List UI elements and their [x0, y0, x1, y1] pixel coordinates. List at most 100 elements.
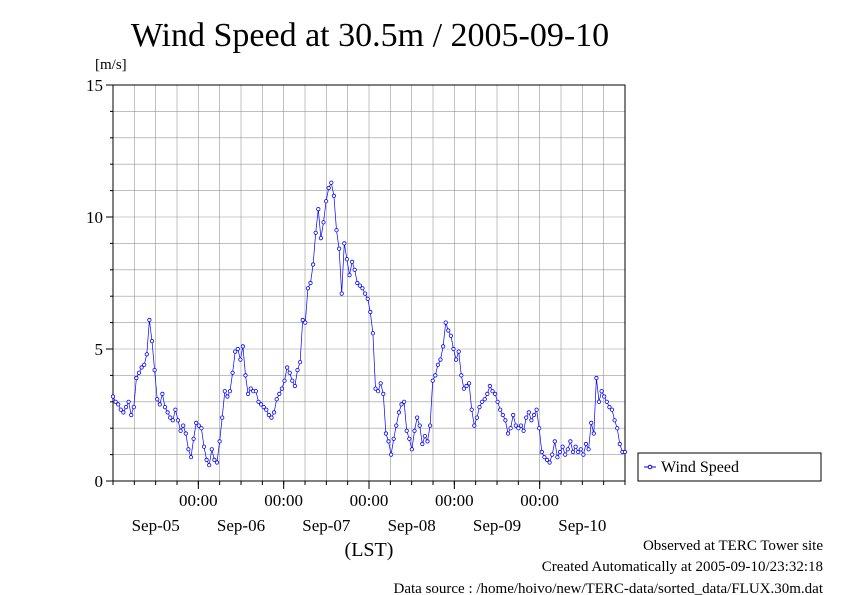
wind-speed-point: [183, 431, 188, 436]
wind-speed-point: [464, 383, 469, 389]
wind-speed-point: [134, 375, 139, 381]
wind-speed-point: [404, 428, 409, 433]
x-time-label: 00:00: [264, 491, 303, 510]
wind-speed-point: [469, 407, 474, 412]
wind-speed-point: [586, 447, 591, 452]
wind-speed-point: [555, 455, 560, 460]
wind-speed-point: [474, 415, 479, 420]
wind-speed-point: [550, 452, 555, 457]
x-time-label: 00:00: [520, 491, 559, 510]
wind-speed-point: [313, 230, 318, 235]
wind-speed-point: [440, 344, 446, 349]
wind-speed-point: [560, 444, 565, 449]
wind-speed-point: [220, 415, 225, 420]
wind-speed-point: [295, 367, 300, 373]
wind-speed-point: [612, 418, 617, 423]
wind-speed-point: [526, 410, 531, 415]
wind-speed-point: [547, 460, 552, 465]
wind-speed-point: [565, 447, 570, 452]
wind-speed-point: [490, 389, 495, 394]
wind-speed-point: [173, 407, 178, 412]
wind-speed-point: [152, 367, 157, 373]
wind-speed-point: [284, 365, 290, 370]
wind-speed-point: [308, 280, 313, 286]
y-tick-label: 0: [95, 472, 104, 491]
wind-speed-point: [310, 262, 316, 267]
wind-speed-point: [399, 402, 404, 407]
wind-speed-point: [204, 457, 209, 462]
wind-speed-point: [537, 426, 542, 431]
wind-speed-point: [466, 381, 472, 386]
wind-speed-point: [513, 423, 518, 428]
x-time-label: 00:00: [350, 491, 389, 510]
wind-speed-point: [485, 391, 490, 396]
wind-speed-point: [591, 431, 596, 436]
axis-ticks: 0 5 10 15 00:00 00:00 00:00 00:00 00:00 Sep-05 Sep…: [86, 76, 626, 535]
wind-speed-point: [116, 402, 121, 407]
wind-speed-point: [258, 402, 264, 407]
wind-speed-point: [373, 386, 378, 391]
wind-speed-point: [323, 199, 329, 204]
wind-speed-point: [336, 246, 342, 251]
wind-speed-point: [256, 399, 261, 404]
wind-speed-point: [453, 357, 459, 362]
wind-speed-point: [461, 386, 466, 391]
wind-speed-point: [495, 399, 500, 404]
wind-speed-point: [136, 370, 142, 375]
wind-speed-point: [505, 431, 511, 436]
wind-speed-point: [602, 394, 607, 399]
wind-speed-point: [594, 375, 599, 381]
wind-speed-point: [287, 370, 292, 375]
wind-speed-point: [235, 346, 240, 352]
wind-speed-point: [599, 389, 604, 394]
wind-speed-point: [516, 426, 521, 431]
wind-speed-point: [383, 431, 388, 436]
wind-speed-point: [521, 428, 526, 433]
wind-speed-point: [368, 309, 373, 315]
wind-speed-point: [188, 455, 194, 460]
wind-speed-point: [477, 404, 482, 410]
wind-speed-point: [609, 407, 615, 412]
legend: Wind Speed: [637, 452, 822, 482]
wind-speed-point: [318, 236, 323, 241]
wind-speed-point: [581, 452, 586, 457]
wind-speed-point: [365, 296, 370, 301]
grid: [113, 85, 625, 481]
wind-speed-point: [168, 415, 173, 420]
wind-speed-point: [233, 349, 238, 354]
wind-speed-point: [342, 241, 347, 246]
wind-speed-point: [451, 346, 456, 352]
wind-speed-point: [269, 415, 274, 420]
wind-speed-point: [214, 460, 220, 465]
wind-speed-point: [170, 418, 175, 423]
wind-speed-point: [386, 439, 391, 444]
wind-speed-point: [388, 452, 394, 457]
wind-speed-point: [261, 404, 266, 410]
wind-speed-point: [448, 333, 453, 338]
wind-speed-point: [344, 257, 349, 262]
wind-speed-point: [422, 433, 427, 439]
wind-speed-point: [529, 418, 534, 423]
wind-speed-point: [401, 399, 407, 404]
wind-speed-point: [539, 449, 544, 455]
y-tick-label: 5: [95, 340, 104, 359]
wind-speed-point: [290, 378, 295, 383]
chart-title: Wind Speed at 30.5m / 2005-09-10: [131, 17, 609, 54]
wind-speed-point: [352, 267, 357, 272]
wind-speed-point: [292, 383, 297, 389]
wind-speed-point: [589, 420, 594, 425]
wind-speed-point: [492, 391, 498, 396]
wind-speed-point: [243, 373, 248, 378]
wind-speed-point: [123, 404, 129, 410]
wind-speed-point: [435, 362, 440, 367]
wind-speed-point: [570, 449, 576, 455]
wind-speed-point: [583, 441, 589, 447]
wind-speed-point: [542, 455, 547, 460]
wind-speed-point: [508, 426, 513, 431]
wind-speed-point: [149, 338, 155, 344]
wind-speed-point: [503, 418, 508, 423]
wind-speed-point: [113, 399, 118, 404]
wind-speed-point: [126, 399, 131, 404]
wind-speed-point: [194, 420, 199, 425]
